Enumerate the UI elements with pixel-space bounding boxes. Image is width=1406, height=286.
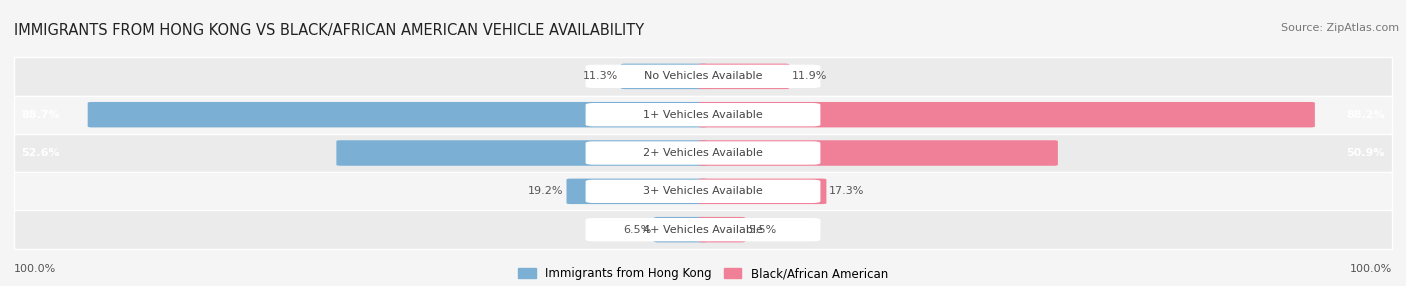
Text: 6.5%: 6.5%	[623, 225, 651, 235]
Text: 50.9%: 50.9%	[1347, 148, 1385, 158]
Text: 100.0%: 100.0%	[14, 264, 56, 274]
Text: 17.3%: 17.3%	[830, 186, 865, 196]
Text: No Vehicles Available: No Vehicles Available	[644, 72, 762, 81]
Text: 52.6%: 52.6%	[21, 148, 59, 158]
Text: 3+ Vehicles Available: 3+ Vehicles Available	[643, 186, 763, 196]
Text: 19.2%: 19.2%	[529, 186, 564, 196]
Text: 11.9%: 11.9%	[792, 72, 827, 81]
Legend: Immigrants from Hong Kong, Black/African American: Immigrants from Hong Kong, Black/African…	[517, 267, 889, 280]
Text: 88.2%: 88.2%	[1347, 110, 1385, 120]
Text: 5.5%: 5.5%	[748, 225, 776, 235]
Text: 2+ Vehicles Available: 2+ Vehicles Available	[643, 148, 763, 158]
Text: Source: ZipAtlas.com: Source: ZipAtlas.com	[1281, 23, 1399, 33]
Text: 88.7%: 88.7%	[21, 110, 59, 120]
Text: IMMIGRANTS FROM HONG KONG VS BLACK/AFRICAN AMERICAN VEHICLE AVAILABILITY: IMMIGRANTS FROM HONG KONG VS BLACK/AFRIC…	[14, 23, 644, 38]
Text: 100.0%: 100.0%	[1350, 264, 1392, 274]
Text: 11.3%: 11.3%	[583, 72, 619, 81]
Text: 4+ Vehicles Available: 4+ Vehicles Available	[643, 225, 763, 235]
Text: 1+ Vehicles Available: 1+ Vehicles Available	[643, 110, 763, 120]
